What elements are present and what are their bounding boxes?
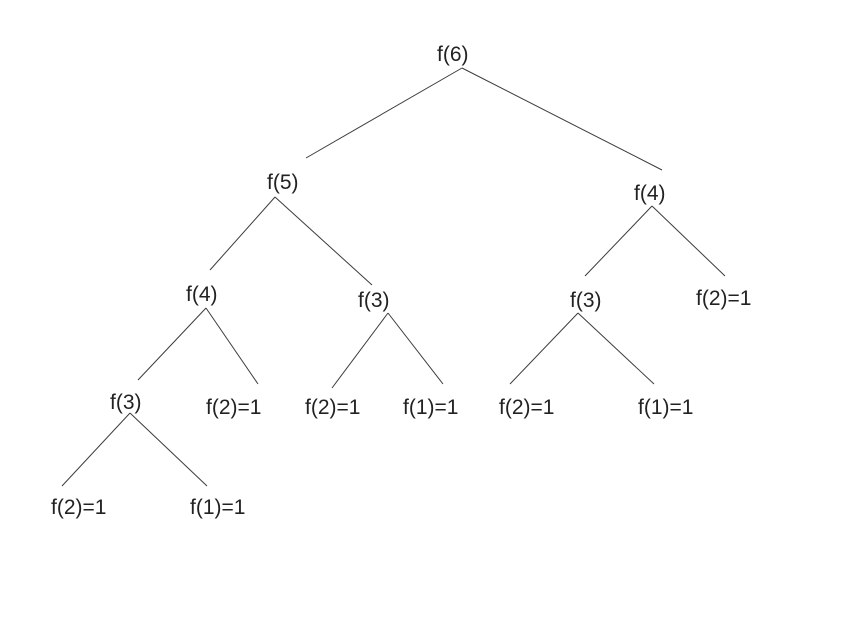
node-f1-leaf: f(1)=1 [190,497,245,518]
edge-n8-n15 [130,413,207,486]
node-f1-leaf: f(1)=1 [403,397,458,418]
node-f2-leaf: f(2)=1 [499,397,554,418]
node-f3-mid: f(3) [358,290,390,311]
node-f4-left: f(4) [186,284,218,305]
node-f4-right: f(4) [634,183,666,204]
edge-n1-n3 [462,68,662,170]
edge-n6-n12 [510,313,578,384]
node-f2-leaf: f(2)=1 [51,497,106,518]
edge-n2-n5 [275,197,372,285]
node-f1-leaf: f(1)=1 [638,397,693,418]
edge-n3-n7 [652,206,725,276]
node-f6-root: f(6) [437,44,469,65]
edge-n5-n10 [332,313,388,388]
node-f3-right: f(3) [570,290,602,311]
node-f2-leaf: f(2)=1 [696,288,751,309]
edge-n4-n8 [138,308,206,380]
edge-n1-n2 [306,68,462,158]
edge-n5-n11 [388,313,443,384]
edge-n2-n4 [210,197,275,270]
node-f2-leaf: f(2)=1 [206,397,261,418]
node-f5: f(5) [267,172,299,193]
node-f2-leaf: f(2)=1 [305,397,360,418]
edge-n4-n9 [206,308,258,384]
node-f3-left: f(3) [110,392,142,413]
edge-n8-n14 [62,413,130,486]
edge-n3-n6 [585,206,652,276]
edge-n6-n13 [578,313,654,384]
